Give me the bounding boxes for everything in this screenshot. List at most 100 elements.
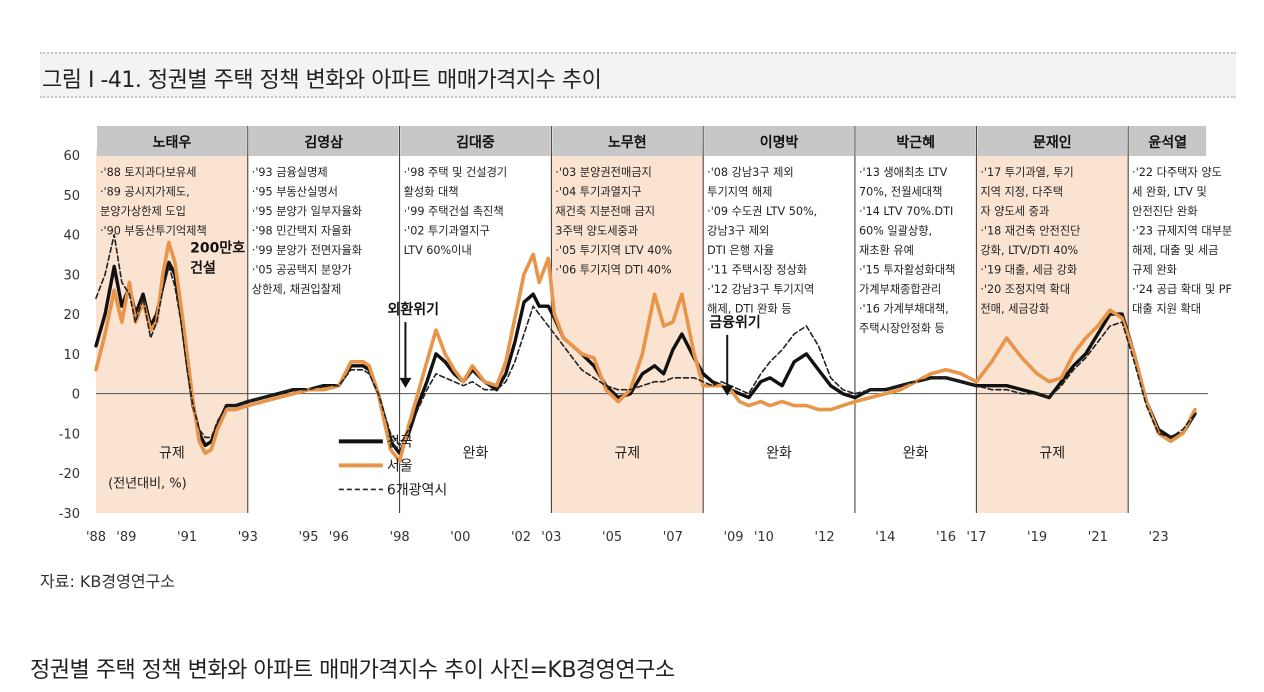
era-note: ·'15 투자활성화대책 — [859, 263, 955, 277]
era-note: ·'20 조정지역 확대 — [980, 283, 1070, 296]
era-note: 3주택 양도세중과 — [555, 225, 638, 238]
era-name: 김영삼 — [304, 134, 343, 151]
era-note: ·'14 LTV 70%.DTI — [859, 205, 953, 218]
annotation-text: 200만호 — [190, 240, 245, 256]
era-regime-label: 완화 — [903, 445, 929, 461]
era-note: ·'22 다주택자 양도 — [1132, 166, 1222, 179]
y-unit-note: (전년대비, %) — [108, 477, 187, 492]
annotation-text: 건설 — [190, 259, 216, 276]
era-note: ·'11 주택시장 정상화 — [707, 264, 807, 277]
legend-label: 전국 — [387, 434, 413, 450]
era-shade — [96, 150, 248, 513]
x-tick-label: '21 — [1088, 530, 1108, 545]
figure-title-bar: 그림 I -41. 정권별 주택 정책 변화와 아파트 매매가격지수 추이 — [40, 52, 1236, 98]
era-note: ·'03 분양권전매금지 — [555, 166, 651, 179]
series-line-서울 — [94, 240, 1197, 464]
x-tick-label: '98 — [390, 530, 410, 545]
era-header — [855, 126, 976, 156]
era-note: LTV 60%이내 — [404, 244, 472, 257]
era-name: 이명박 — [760, 134, 799, 151]
x-tick-label: '91 — [177, 530, 197, 545]
legend-label: 6개광역시 — [387, 482, 447, 498]
era-note: ·'24 공급 확대 및 PF — [1132, 283, 1232, 296]
era-note: ·'99 주택건설 촉진책 — [404, 204, 504, 218]
era-regime-label: 규제 — [1039, 445, 1065, 461]
era-note: 60% 일괄상향, — [859, 224, 932, 238]
era-note: 재건축 지분전매 금지 — [555, 205, 655, 218]
era-note: 자 양도세 중과 — [980, 205, 1049, 218]
y-tick-label: 20 — [63, 308, 80, 323]
era-name: 박근혜 — [896, 134, 935, 151]
era-header — [97, 126, 247, 156]
era-note: ·'88 토지과다보유세 — [100, 166, 196, 179]
x-tick-label: '09 — [723, 530, 743, 545]
era-note: 재초환 유예 — [859, 244, 914, 257]
era-header — [248, 126, 399, 156]
y-tick-label: 60 — [63, 149, 80, 164]
era-name: 윤석열 — [1148, 134, 1187, 151]
x-tick-label: '89 — [116, 530, 136, 545]
era-note: DTI 은행 자율 — [707, 244, 774, 257]
era-name: 김대중 — [456, 134, 495, 151]
y-tick-label: -30 — [59, 507, 80, 522]
annotation-arrow-head — [721, 385, 734, 396]
chart: 노태우 ·'88 토지과다보유세 ·'89 공시지가제도, 분양가상한제 도입 ·'9… — [59, 126, 1232, 545]
x-tick-label: '03 — [541, 530, 561, 545]
era-note: ·'09 수도권 LTV 50%, — [707, 205, 817, 218]
era-note: 지역 지정, 다주택 — [980, 186, 1063, 199]
x-tick-label: '93 — [238, 530, 258, 545]
x-tick-label: '19 — [1027, 530, 1047, 545]
era-regime-label: 규제 — [614, 445, 640, 461]
era-note: ·'98 민간택지 자율화 — [252, 225, 352, 238]
y-tick-label: 10 — [63, 348, 80, 363]
y-tick-label: 0 — [72, 388, 80, 403]
x-tick-label: '00 — [450, 530, 470, 545]
x-tick-label: '95 — [298, 530, 318, 545]
era-note: 해제, DTI 완화 등 — [707, 303, 791, 316]
era-header — [704, 126, 854, 156]
era-note: 안전진단 완화 — [1132, 205, 1197, 218]
era-note: 활성화 대책 — [404, 185, 459, 199]
legend-label: 서울 — [387, 458, 413, 474]
era-note: ·'99 분양가 전면자율화 — [252, 244, 362, 257]
era-note: ·'23 규제지역 대부분 — [1132, 225, 1232, 238]
era-note: 전매, 세금강화 — [980, 303, 1049, 316]
era-note: 강화, LTV/DTI 40% — [980, 244, 1078, 257]
x-tick-label: '12 — [815, 530, 835, 545]
era-regime-label: 완화 — [766, 445, 792, 461]
era-shade — [551, 150, 704, 513]
era-header — [977, 126, 1128, 156]
x-tick-label: '88 — [86, 530, 106, 545]
series-line-6개광역시 — [95, 233, 1196, 447]
era-shade — [976, 150, 1129, 513]
era-note: ·'16 가계부채대책, — [859, 302, 949, 316]
era-note: 투기지역 해제 — [707, 186, 772, 199]
source-note: 자료: KB경영연구소 — [40, 572, 175, 591]
era-note: 규제 완화 — [1132, 264, 1177, 277]
era-note: ·'18 재건축 안전진단 — [980, 225, 1080, 238]
era-header — [400, 126, 551, 156]
era-note: ·'93 금융실명제 — [252, 166, 328, 179]
era-regime-label: 완화 — [463, 445, 489, 461]
y-tick-label: 40 — [63, 229, 80, 244]
era-note: ·'98 주택 및 건설경기 — [404, 165, 508, 179]
era-note: ·'19 대출, 세금 강화 — [980, 264, 1077, 277]
era-note: ·'05 투기지역 LTV 40% — [555, 244, 672, 257]
x-tick-label: '07 — [663, 530, 683, 545]
era-note: ·'95 부동산실명서 — [252, 186, 338, 199]
era-note: ·'13 생애최초 LTV — [859, 166, 948, 179]
photo-caption: 정권별 주택 정책 변화와 아파트 매매가격지수 추이 사진=KB경영연구소 — [30, 658, 675, 683]
era-note: 세 완화, LTV 및 — [1132, 186, 1207, 199]
y-tick-label: -10 — [59, 427, 80, 442]
era-note: ·'12 강남3구 투기지역 — [707, 283, 814, 296]
era-note: ·'90 부동산투기억제책 — [100, 224, 207, 238]
y-tick-label: -20 — [59, 467, 80, 482]
x-tick-label: '05 — [602, 530, 622, 545]
annotation-text: 금융위기 — [709, 315, 761, 331]
era-note: ·'95 분양가 일부자율화 — [252, 204, 362, 218]
era-header — [552, 126, 703, 156]
era-note: ·'17 투기과열, 투기 — [980, 166, 1073, 179]
era-note: ·'06 투기지역 DTI 40% — [555, 264, 672, 277]
era-regime-label: 규제 — [159, 445, 185, 461]
y-tick-label: 30 — [63, 268, 80, 283]
